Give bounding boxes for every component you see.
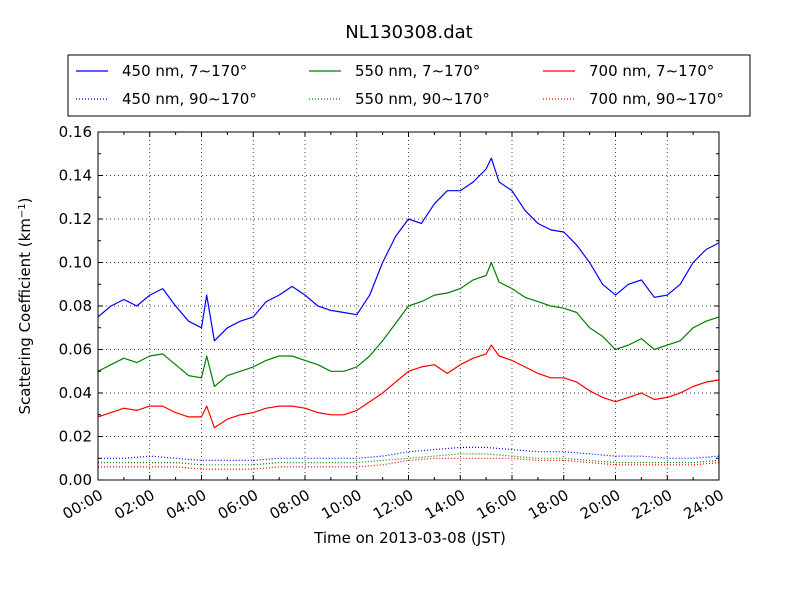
x-tick-label: 24:00 <box>681 486 727 523</box>
series-line-0 <box>97 157 720 342</box>
x-tick-label: 10:00 <box>318 486 364 523</box>
y-tick-label: 0.08 <box>59 297 92 315</box>
x-tick-label: 02:00 <box>111 486 157 523</box>
y-tick-label: 0.04 <box>59 384 92 402</box>
legend-label-4: 550 nm, 90∼170° <box>355 90 490 108</box>
legend-label-0: 450 nm, 7∼170° <box>122 62 247 80</box>
y-tick-label: 0.16 <box>59 123 92 141</box>
x-tick-label: 04:00 <box>163 486 209 523</box>
x-tick-label: 20:00 <box>577 486 623 523</box>
y-tick-label: 0.14 <box>59 167 92 185</box>
x-tick-label: 22:00 <box>629 486 675 523</box>
legend-label-2: 700 nm, 7∼170° <box>589 62 714 80</box>
y-tick-label: 0.00 <box>59 471 92 489</box>
legend-label-3: 450 nm, 90∼170° <box>122 90 257 108</box>
y-axis-label-main: Scattering Coefficient (km <box>16 218 34 414</box>
x-axis-label: Time on 2013-03-08 (JST) <box>313 529 506 547</box>
y-axis-label-close: ) <box>16 197 34 203</box>
series-line-1 <box>97 261 720 388</box>
x-tick-label: 14:00 <box>422 486 468 523</box>
y-tick-label: 0.12 <box>59 210 92 228</box>
y-tick-label: 0.10 <box>59 254 92 272</box>
y-tick-label: 0.06 <box>59 341 92 359</box>
series-line-3 <box>98 446 720 461</box>
legend-label-5: 700 nm, 90∼170° <box>589 90 724 108</box>
x-tick-label: 18:00 <box>525 486 571 523</box>
y-axis-label-sup: −1 <box>17 203 28 218</box>
y-axis-label: Scattering Coefficient (km−1) <box>16 197 34 414</box>
x-tick-label: 00:00 <box>60 486 106 523</box>
y-tick-label: 0.02 <box>59 428 92 446</box>
x-tick-label: 08:00 <box>267 486 313 523</box>
legend-label-1: 550 nm, 7∼170° <box>355 62 480 80</box>
x-tick-label: 16:00 <box>474 486 520 523</box>
chart-title: NL130308.dat <box>345 22 472 43</box>
x-tick-label: 12:00 <box>370 486 416 523</box>
series-group <box>97 157 720 470</box>
series-line-2 <box>97 344 720 429</box>
x-tick-label: 06:00 <box>215 486 261 523</box>
legend-box <box>67 54 751 117</box>
legend: 450 nm, 7∼170° 550 nm, 7∼170° 700 nm, 7∼17… <box>67 54 751 117</box>
